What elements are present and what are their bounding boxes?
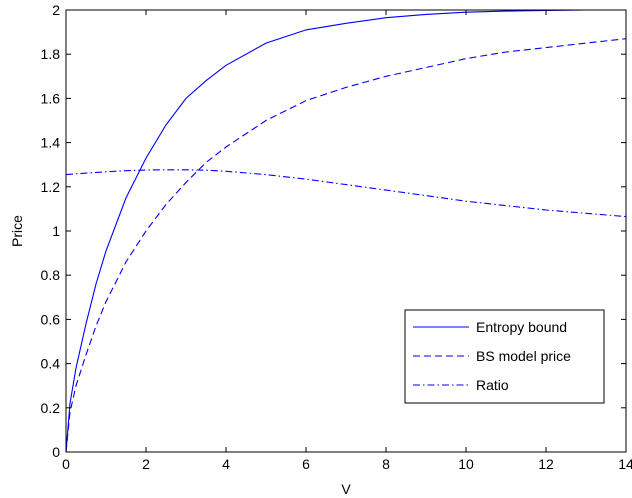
y-tick-label: 2 xyxy=(52,2,60,18)
y-tick-label: 1.6 xyxy=(41,90,61,106)
series-line-ratio xyxy=(65,169,627,218)
y-tick-label: 1.2 xyxy=(41,179,61,195)
x-axis-label: V xyxy=(341,481,351,497)
x-tick-label: 0 xyxy=(62,456,70,472)
legend-entry-label: Entropy bound xyxy=(476,319,567,335)
x-tick-label: 2 xyxy=(142,456,150,472)
x-tick-label: 6 xyxy=(302,456,310,472)
y-tick-label: 0.6 xyxy=(41,311,61,327)
y-tick-label: 1.4 xyxy=(41,135,61,151)
axes: 0 2 4 6 8 10 12 14 0 0.2 0.4 0.6 0.8 1 1.2 1.4 1.6 1.8 2 xyxy=(41,2,632,472)
series-line-bs-model-price xyxy=(65,38,627,453)
x-tick-label: 10 xyxy=(458,456,474,472)
legend-entry-label: BS model price xyxy=(476,348,571,364)
legend: Entropy bound BS model price Ratio xyxy=(404,309,605,404)
y-axis-label: Price xyxy=(9,215,25,247)
x-tick-label: 14 xyxy=(618,456,632,472)
x-tick-label: 4 xyxy=(222,456,230,472)
x-tick-label: 8 xyxy=(382,456,390,472)
y-tick-label: 0.8 xyxy=(41,267,61,283)
legend-entry-label: Ratio xyxy=(476,377,509,393)
y-tick-label: 0.2 xyxy=(41,400,61,416)
x-tick-label: 12 xyxy=(538,456,554,472)
plot-area xyxy=(65,9,627,453)
series-line-entropy-bound xyxy=(65,9,626,453)
y-tick-label: 0.4 xyxy=(41,356,61,372)
y-tick-label: 1.8 xyxy=(41,46,61,62)
y-tick-label: 1 xyxy=(52,223,60,239)
y-tick-label: 0 xyxy=(52,444,60,460)
